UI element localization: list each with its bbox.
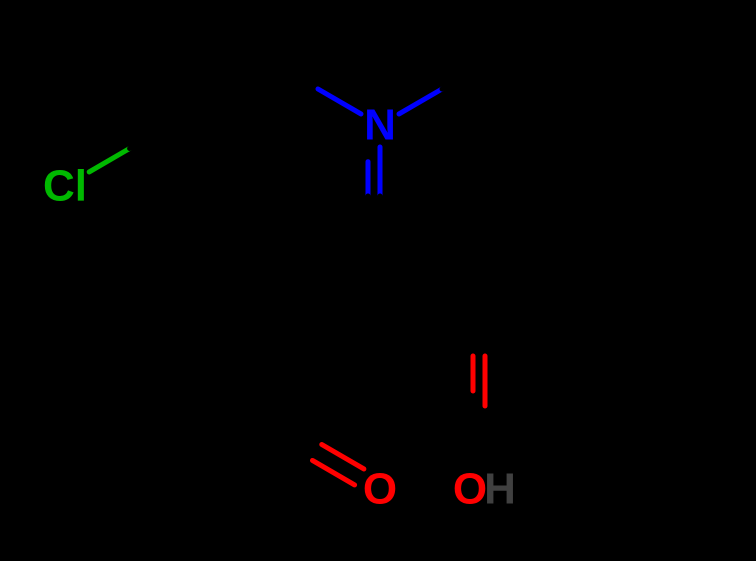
- labels-layer: ClNOOH: [43, 101, 516, 514]
- atom-label-OH-H: H: [484, 465, 516, 514]
- molecule-diagram: ClNOOH: [0, 0, 756, 561]
- atom-label-Cl: Cl: [43, 162, 87, 211]
- atom-label-N: N: [364, 101, 396, 150]
- atom-label-Oket: O: [363, 465, 397, 514]
- atom-label-OH-O: O: [453, 465, 487, 514]
